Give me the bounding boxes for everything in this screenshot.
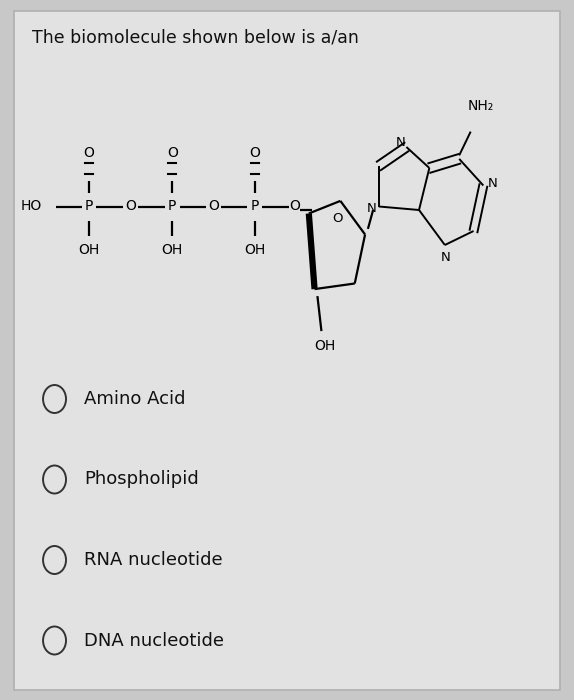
Text: O: O <box>289 199 300 213</box>
Text: O: O <box>167 146 177 160</box>
Text: N: N <box>488 177 497 190</box>
Text: OH: OH <box>244 243 266 257</box>
Text: O: O <box>332 212 343 225</box>
Text: OH: OH <box>78 243 100 257</box>
Text: N: N <box>396 136 405 149</box>
Text: O: O <box>126 199 136 213</box>
Text: DNA nucleotide: DNA nucleotide <box>84 631 224 650</box>
FancyBboxPatch shape <box>14 10 560 690</box>
Text: P: P <box>85 199 93 213</box>
Text: N: N <box>367 202 377 215</box>
Text: NH₂: NH₂ <box>468 99 494 113</box>
Text: P: P <box>251 199 259 213</box>
Text: Amino Acid: Amino Acid <box>84 390 186 408</box>
Text: HO: HO <box>21 199 42 213</box>
Text: OH: OH <box>161 243 183 257</box>
Text: O: O <box>250 146 260 160</box>
Text: N: N <box>441 251 451 264</box>
Text: Phospholipid: Phospholipid <box>84 470 199 489</box>
Text: O: O <box>208 199 219 213</box>
Text: The biomolecule shown below is a/an: The biomolecule shown below is a/an <box>32 28 358 46</box>
Text: O: O <box>84 146 94 160</box>
Text: P: P <box>168 199 176 213</box>
Text: OH: OH <box>314 340 336 354</box>
Text: RNA nucleotide: RNA nucleotide <box>84 551 223 569</box>
